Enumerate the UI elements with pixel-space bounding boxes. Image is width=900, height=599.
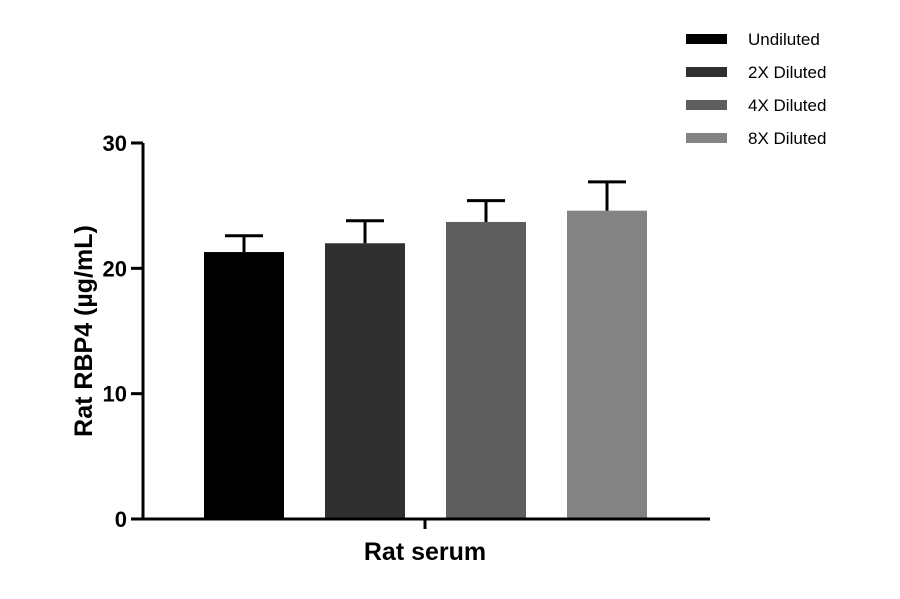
y-tick-label: 20 — [103, 256, 127, 281]
legend-swatch — [686, 100, 727, 110]
error-bars-layer — [225, 180, 626, 253]
y-ticks: 0 10 20 30 — [103, 131, 143, 532]
bar-2x-diluted — [325, 243, 405, 519]
legend-swatch — [686, 67, 727, 77]
legend-swatch — [686, 34, 727, 44]
y-tick-label: 30 — [103, 131, 127, 156]
legend-label: 2X Diluted — [748, 63, 826, 82]
y-tick-label: 0 — [115, 507, 127, 532]
y-tick-label: 10 — [103, 382, 127, 407]
legend-label: Undiluted — [748, 30, 820, 49]
bar-4x-diluted — [446, 221, 526, 519]
bars-layer — [204, 210, 647, 520]
y-axis-title: Rat RBP4 (µg/mL) — [70, 225, 98, 437]
legend-label: 8X Diluted — [748, 129, 826, 148]
legend-swatch — [686, 133, 727, 143]
x-axis-title: Rat serum — [364, 538, 486, 566]
legend: Undiluted 2X Diluted 4X Diluted 8X Diluted — [686, 30, 826, 148]
axes — [141, 143, 710, 529]
bar-8x-diluted — [567, 210, 647, 519]
bar-undiluted — [204, 252, 284, 520]
legend-label: 4X Diluted — [748, 96, 826, 115]
